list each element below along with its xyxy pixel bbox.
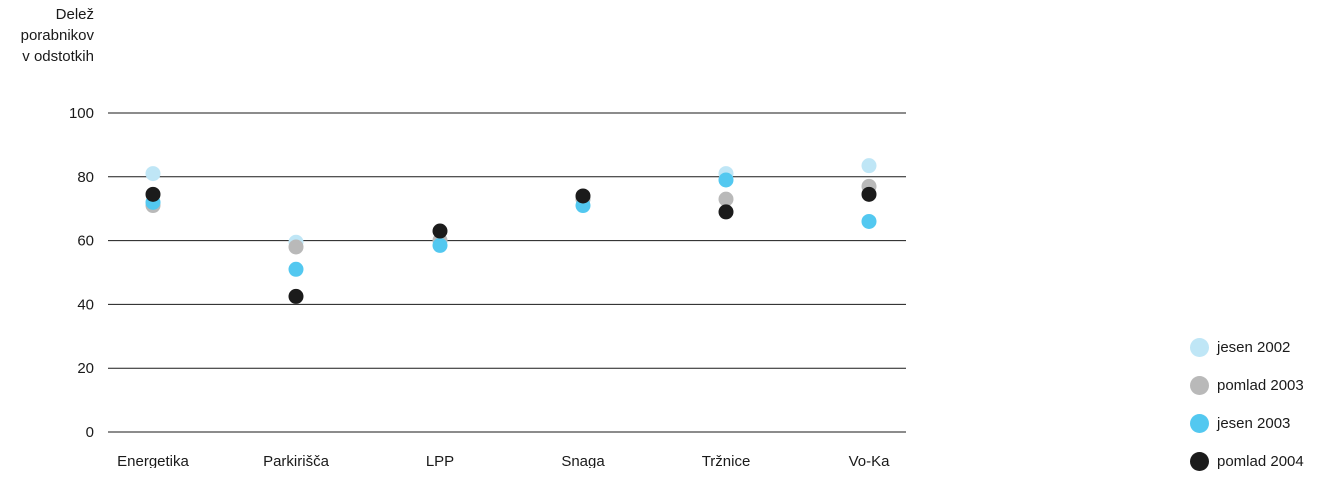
data-point xyxy=(288,261,304,277)
y-axis-label-line: porabnikov xyxy=(21,27,95,44)
legend-swatch xyxy=(1190,452,1209,471)
data-point xyxy=(861,158,877,174)
legend-swatch xyxy=(1190,376,1209,395)
x-tick-label: Tržnice xyxy=(702,453,751,468)
legend-item: pomlad 2003 xyxy=(1190,374,1319,412)
y-tick-label: 0 xyxy=(86,424,94,441)
x-tick-label: Parkirišča xyxy=(263,453,330,468)
y-axis-label-line: v odstotkih xyxy=(22,48,94,65)
legend-swatch xyxy=(1190,338,1209,357)
y-tick-label: 40 xyxy=(77,296,94,313)
data-point xyxy=(861,213,877,229)
legend: jesen 2002 pomlad 2003 jesen 2003 pomlad 20… xyxy=(1190,336,1319,488)
x-tick-labels: Energetika Parkirišča LPP Snaga Tržnice Vo-Ka xyxy=(117,453,890,468)
x-tick-label: LPP xyxy=(426,453,454,468)
gridlines xyxy=(108,112,906,433)
x-tick-label: Vo-Ka xyxy=(849,453,891,468)
data-point xyxy=(145,166,161,182)
data-points xyxy=(145,158,877,304)
data-point xyxy=(288,239,304,255)
y-tick-label: 100 xyxy=(69,105,94,122)
y-axis-label-line: Delež xyxy=(56,6,94,23)
legend-label: jesen 2003 xyxy=(1217,415,1291,432)
y-tick-label: 60 xyxy=(77,233,94,250)
data-point xyxy=(718,172,734,188)
legend-label: pomlad 2003 xyxy=(1217,377,1304,394)
legend-label: jesen 2002 xyxy=(1217,339,1291,356)
y-tick-label: 20 xyxy=(77,360,94,377)
legend-item: jesen 2002 xyxy=(1190,336,1319,374)
y-tick-label: 80 xyxy=(77,169,94,186)
data-point xyxy=(575,188,591,204)
data-point xyxy=(861,186,877,202)
data-point xyxy=(432,237,448,253)
legend-swatch xyxy=(1190,414,1209,433)
legend-item: pomlad 2004 xyxy=(1190,450,1319,488)
legend-item: jesen 2003 xyxy=(1190,412,1319,450)
y-tick-labels: 0 20 40 60 80 100 xyxy=(69,105,94,441)
data-point xyxy=(718,191,734,207)
y-axis-label: Delež porabnikov v odstotkih xyxy=(21,6,95,65)
data-point xyxy=(432,223,448,239)
data-point xyxy=(718,204,734,220)
data-point xyxy=(145,186,161,202)
x-tick-label: Energetika xyxy=(117,453,189,468)
legend-label: pomlad 2004 xyxy=(1217,453,1304,470)
x-tick-label: Snaga xyxy=(561,453,605,468)
data-point xyxy=(288,288,304,304)
